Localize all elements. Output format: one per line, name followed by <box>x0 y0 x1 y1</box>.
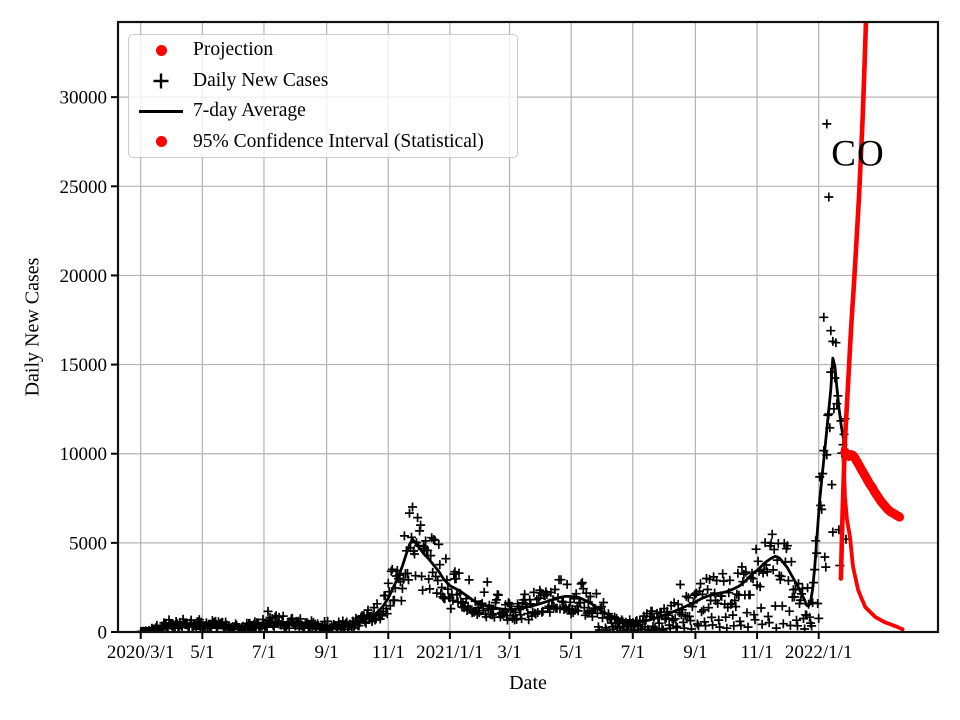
x-tick-label: 2021/1/1 <box>416 642 484 663</box>
legend-item-daily-new-cases: Daily New Cases <box>129 66 517 97</box>
seven-day-average-line <box>140 356 848 632</box>
x-tick-label: 5/1 <box>190 642 214 663</box>
x-tick-label: 9/1 <box>314 642 338 663</box>
legend-item-projection: Projection <box>129 35 517 66</box>
legend-plus-icon <box>129 71 193 91</box>
ci-upper-curve <box>838 22 869 581</box>
projection-dots <box>840 447 905 522</box>
x-tick-label: 11/1 <box>372 642 405 663</box>
dot-icon <box>155 44 167 56</box>
x-tick-label: 7/1 <box>252 642 276 663</box>
x-axis-label: Date <box>509 672 547 694</box>
x-tick-label: 3/1 <box>497 642 521 663</box>
legend-item-7-day-average: 7-day Average <box>129 96 517 127</box>
legend-box: Projection Daily New Cases 7-day Average 95… <box>128 34 518 158</box>
state-annotation: CO <box>831 133 885 175</box>
y-tick-label: 5000 <box>69 533 107 554</box>
x-tick-label: 9/1 <box>683 642 707 663</box>
legend-item-95-confidence-interval-statistical: 95% Confidence Interval (Statistical) <box>129 127 517 158</box>
axis-ticks <box>111 96 820 639</box>
x-tick-label: 2022/1/1 <box>785 642 853 663</box>
plot-border <box>116 20 940 634</box>
y-tick-label: 20000 <box>60 266 108 287</box>
legend-label: 95% Confidence Interval (Statistical) <box>193 130 484 152</box>
legend-dot-icon <box>129 136 193 148</box>
dot-icon <box>155 136 167 148</box>
y-tick-label: 25000 <box>60 177 108 198</box>
y-tick-label: 0 <box>98 623 108 644</box>
plot-area <box>136 22 905 632</box>
tick-labels: 2020/3/1 5/1 7/1 9/1 11/1 2021/1/1 3/1 5/1 7/1 9/… <box>60 88 853 663</box>
y-tick-label: 30000 <box>60 88 108 109</box>
legend-line-icon <box>129 109 193 113</box>
ci-lower-curve <box>841 446 905 632</box>
line-icon <box>139 109 183 113</box>
daily-cases-scatter <box>136 119 851 632</box>
legend-label: Projection <box>193 39 274 61</box>
legend-label: Daily New Cases <box>193 69 329 91</box>
legend-label: 7-day Average <box>193 100 306 122</box>
x-tick-label: 5/1 <box>559 642 583 663</box>
x-tick-label: 2020/3/1 <box>107 642 175 663</box>
legend-dot-icon <box>129 44 193 56</box>
y-tick-label: 10000 <box>60 444 108 465</box>
x-tick-label: 7/1 <box>621 642 645 663</box>
y-tick-label: 15000 <box>60 355 108 376</box>
x-tick-label: 11/1 <box>741 642 774 663</box>
y-axis-label: Daily New Cases <box>21 257 44 397</box>
plus-icon <box>153 73 169 89</box>
